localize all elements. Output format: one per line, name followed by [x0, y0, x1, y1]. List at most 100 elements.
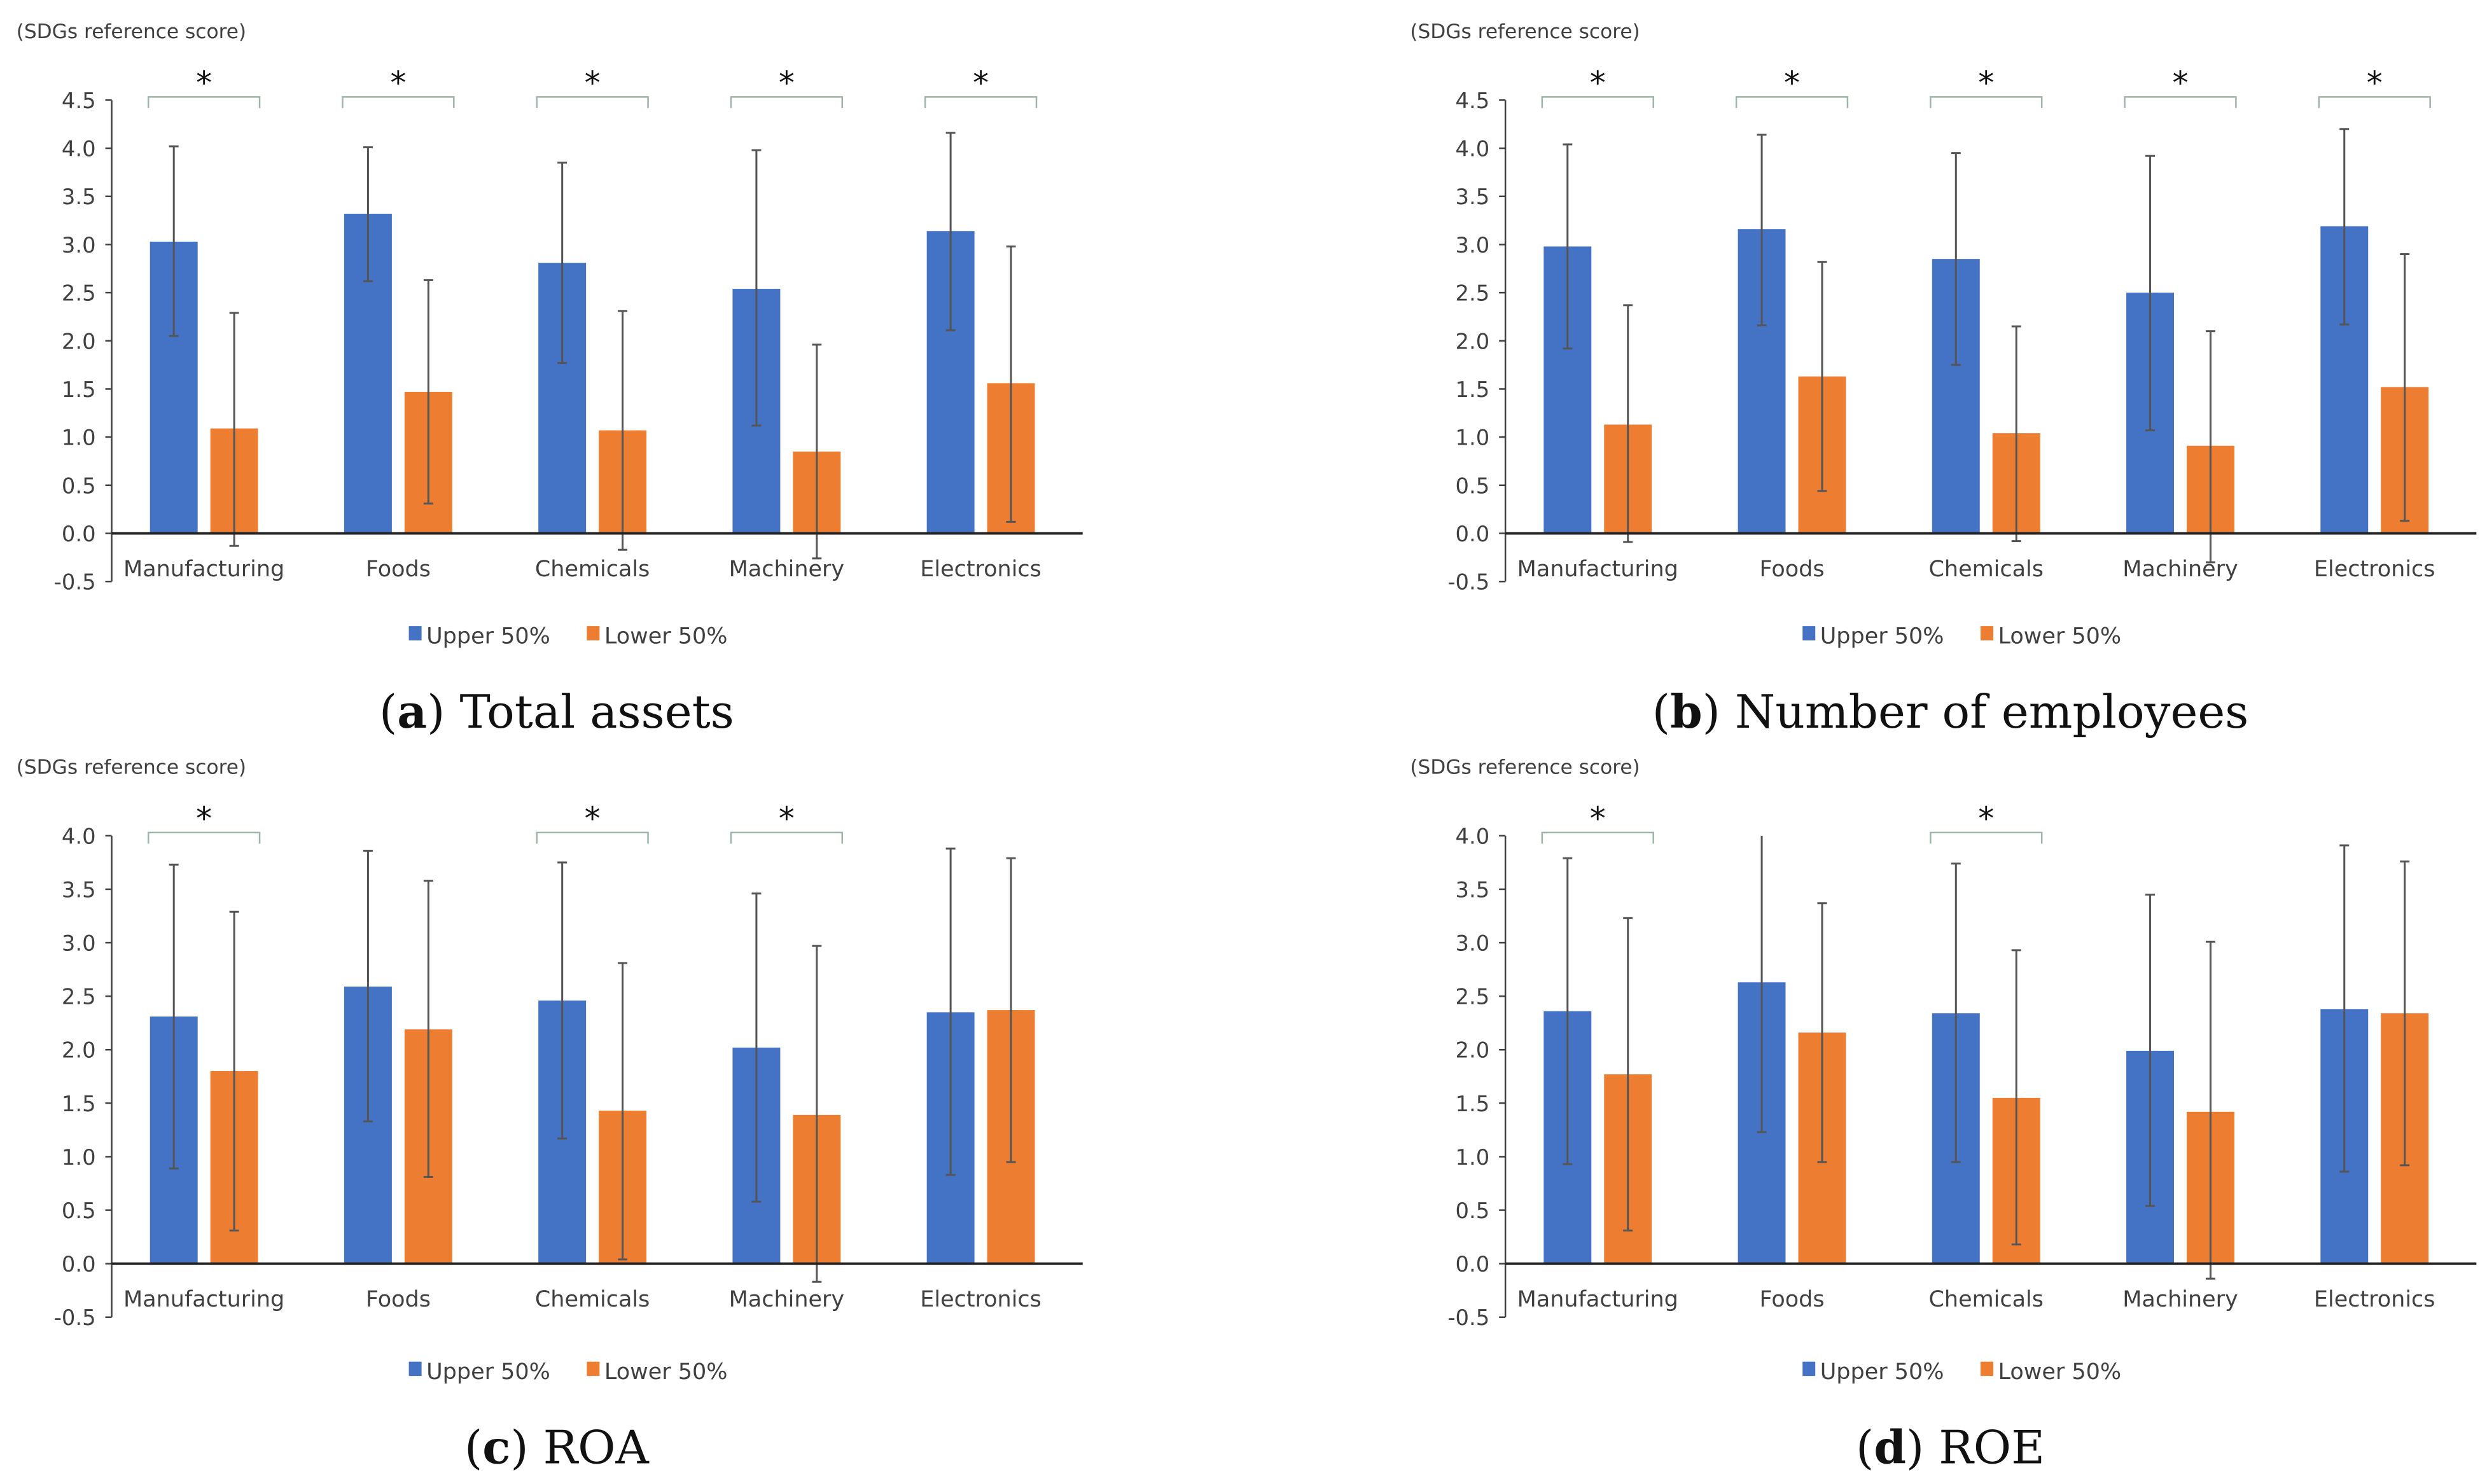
- caption-title: Total assets: [459, 686, 734, 739]
- caption-panel-letter: d: [1874, 1421, 1906, 1475]
- y-axis-label: (SDGs reference score): [17, 756, 246, 779]
- y-tick-label: 0.5: [62, 473, 96, 498]
- significance-star: *: [1978, 64, 1994, 101]
- y-tick-label: -0.5: [1447, 1305, 1489, 1330]
- significance-bracket: [2318, 96, 2431, 108]
- legend-swatch-upper: [1802, 1361, 1816, 1377]
- y-tick-label: 1.5: [1456, 377, 1490, 402]
- y-tick-label: 1.5: [62, 1092, 96, 1116]
- significance-bracket: [2124, 96, 2237, 108]
- y-tick-label: 4.0: [62, 824, 96, 849]
- y-tick-label: 1.0: [62, 1145, 96, 1170]
- significance-star: *: [2367, 64, 2383, 101]
- y-tick-label: 1.0: [62, 426, 96, 450]
- caption-panel-letter: b: [1670, 685, 1703, 739]
- x-category-label: Manufacturing: [1517, 557, 1678, 582]
- caption-paren: (: [1652, 686, 1670, 739]
- x-category-label: Foods: [1759, 1287, 1824, 1312]
- y-tick-label: 3.5: [62, 877, 96, 902]
- chart-panel-b: (SDGs reference score) 4.5 4.0 3.5 3.0 2.5 2.0…: [1410, 20, 2477, 739]
- y-tick-label: 0.0: [1456, 1252, 1490, 1277]
- x-category-label: Manufacturing: [123, 1287, 284, 1312]
- x-category-label: Chemicals: [535, 557, 650, 582]
- legend-swatch-upper: [408, 1361, 422, 1377]
- significance-bracket: [147, 831, 261, 844]
- significance-bracket: [1541, 831, 1654, 844]
- y-tick-label: 2.5: [62, 985, 96, 1009]
- significance-star: *: [585, 64, 601, 101]
- significance-star: *: [1978, 800, 1994, 837]
- legend: Upper 50% Lower 50%: [1802, 624, 2121, 649]
- x-category-label: Machinery: [729, 557, 844, 582]
- x-category-label: Electronics: [920, 557, 1041, 582]
- panel-caption: (d) ROE: [1856, 1421, 2045, 1475]
- x-category-label: Manufacturing: [123, 557, 284, 582]
- y-tick-label: 4.5: [62, 88, 96, 113]
- y-tick-label: 1.5: [1456, 1092, 1490, 1116]
- x-category-label: Machinery: [2122, 1287, 2238, 1312]
- y-axis-label: (SDGs reference score): [17, 20, 246, 43]
- significance-star: *: [1590, 64, 1606, 101]
- y-tick-label: 3.0: [1456, 931, 1490, 956]
- y-tick-label: 1.0: [1456, 1145, 1490, 1170]
- y-tick-label: 3.5: [62, 184, 96, 209]
- y-tick-label: 0.5: [1456, 1198, 1490, 1223]
- y-tick-label: 0.0: [62, 522, 96, 546]
- legend-swatch-upper: [408, 626, 422, 641]
- significance-star: *: [1590, 800, 1606, 837]
- y-tick-label: 2.5: [62, 281, 96, 306]
- chart-panel-c: (SDGs reference score) 4.0 3.5 3.0 2.5 2.0 1.5…: [17, 756, 1083, 1475]
- significance-star: *: [585, 800, 601, 837]
- x-category-label: Foods: [366, 557, 431, 582]
- x-category-label: Machinery: [729, 1287, 844, 1312]
- legend-label: Lower 50%: [1998, 624, 2121, 649]
- y-tick-label: 2.0: [62, 1038, 96, 1063]
- x-category-label: Foods: [1759, 557, 1824, 582]
- caption-title: Number of employees: [1735, 686, 2248, 739]
- caption-paren: ): [1906, 1422, 1939, 1475]
- caption-paren: (: [464, 1422, 482, 1475]
- significance-bracket: [1930, 831, 2043, 844]
- caption-paren: (: [1856, 1422, 1874, 1475]
- y-tick-label: 2.0: [1456, 329, 1490, 354]
- x-category-label: Foods: [366, 1287, 431, 1312]
- y-tick-label: 0.0: [1456, 522, 1490, 546]
- panel-caption: (a) Total assets: [379, 685, 734, 739]
- significance-bracket: [536, 831, 649, 844]
- significance-bracket: [1930, 96, 2043, 108]
- legend-label: Upper 50%: [426, 624, 550, 649]
- y-tick-label: 3.5: [1456, 877, 1490, 902]
- panel-caption: (c) ROA: [464, 1421, 650, 1475]
- significance-bracket: [536, 96, 649, 108]
- y-tick-label: 1.0: [1456, 426, 1490, 450]
- caption-title: ROE: [1939, 1422, 2045, 1475]
- significance-star: *: [2172, 64, 2188, 101]
- y-tick-label: 1.5: [62, 377, 96, 402]
- significance-star: *: [973, 64, 989, 101]
- legend-label: Lower 50%: [1998, 1359, 2121, 1385]
- significance-bracket: [1541, 96, 1654, 108]
- y-tick-label: -0.5: [1447, 570, 1489, 595]
- caption-panel-letter: c: [482, 1421, 510, 1475]
- y-tick-label: 3.5: [1456, 184, 1490, 209]
- significance-star: *: [196, 64, 212, 101]
- y-tick-label: 3.0: [62, 931, 96, 956]
- legend-label: Lower 50%: [604, 1359, 728, 1385]
- significance-star: *: [390, 64, 406, 101]
- significance-bracket: [730, 831, 844, 844]
- caption-title: ROA: [543, 1422, 650, 1475]
- legend-swatch-lower: [1981, 626, 1993, 641]
- x-category-label: Machinery: [2122, 557, 2238, 582]
- significance-bracket: [924, 96, 1038, 108]
- legend-label: Lower 50%: [604, 624, 728, 649]
- significance-bracket: [147, 96, 261, 108]
- y-tick-label: 0.5: [1456, 473, 1490, 498]
- y-tick-label: 4.0: [1456, 824, 1490, 849]
- y-axis-label: (SDGs reference score): [1410, 20, 1640, 43]
- chart-panel-a: (SDGs reference score) 4.5 4.0 3.5 3.0 2.5 2.0…: [17, 20, 1083, 739]
- x-category-label: Manufacturing: [1517, 1287, 1678, 1312]
- legend-swatch-lower: [587, 626, 600, 641]
- chart-panel-d: (SDGs reference score) 4.0 3.5 3.0 2.5 2.0 1.5…: [1410, 756, 2477, 1475]
- legend-label: Upper 50%: [1820, 624, 1944, 649]
